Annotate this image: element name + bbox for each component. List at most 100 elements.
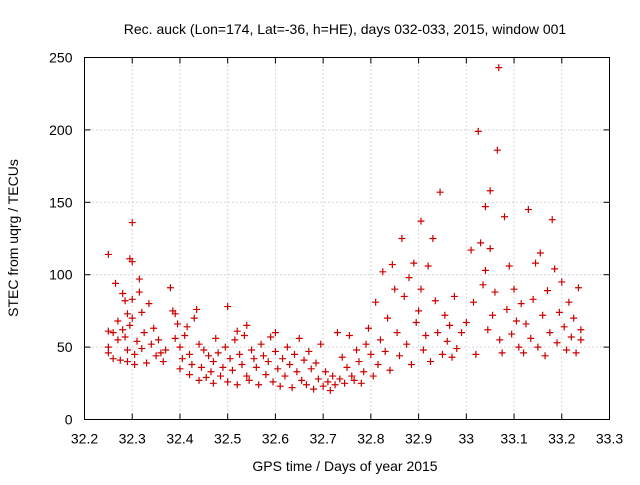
data-point-marker bbox=[553, 339, 561, 347]
data-point-marker bbox=[534, 343, 542, 351]
data-point-marker bbox=[503, 305, 511, 313]
data-point-marker bbox=[176, 343, 184, 351]
data-point-marker bbox=[453, 345, 461, 353]
data-point-marker bbox=[217, 372, 225, 380]
data-point-marker bbox=[427, 358, 435, 366]
data-point-marker bbox=[262, 371, 270, 379]
data-point-marker bbox=[458, 329, 466, 337]
data-point-marker bbox=[302, 381, 310, 389]
data-point-marker bbox=[350, 376, 358, 384]
data-point-marker bbox=[345, 332, 353, 340]
data-point-marker bbox=[283, 343, 291, 351]
data-point-marker bbox=[398, 235, 406, 242]
data-point-marker bbox=[128, 314, 136, 322]
data-point-marker bbox=[567, 333, 575, 341]
data-point-marker bbox=[474, 127, 482, 135]
data-point-marker bbox=[186, 371, 193, 379]
data-point-marker bbox=[548, 216, 556, 224]
data-point-marker bbox=[162, 346, 170, 354]
data-point-marker bbox=[539, 311, 547, 319]
data-point-marker bbox=[114, 317, 122, 325]
data-point-marker bbox=[338, 353, 346, 361]
data-point-marker bbox=[379, 268, 387, 276]
data-point-marker bbox=[121, 297, 129, 305]
data-point-marker bbox=[200, 346, 208, 354]
x-tick-label: 32.4 bbox=[166, 431, 193, 447]
data-point-marker bbox=[233, 327, 241, 335]
data-point-marker bbox=[407, 360, 415, 368]
data-point-marker bbox=[317, 340, 325, 348]
data-point-marker bbox=[269, 378, 277, 386]
data-point-marker bbox=[429, 235, 437, 242]
data-point-marker bbox=[250, 355, 258, 363]
data-point-marker bbox=[369, 372, 377, 380]
data-point-marker bbox=[384, 314, 392, 322]
data-point-marker bbox=[310, 385, 318, 393]
data-point-marker bbox=[388, 261, 396, 269]
data-point-marker bbox=[403, 340, 411, 348]
x-axis-label: GPS time / Days of year 2015 bbox=[252, 458, 437, 474]
data-point-marker bbox=[486, 187, 494, 195]
data-point-marker bbox=[286, 360, 294, 368]
data-point-marker bbox=[281, 372, 289, 380]
data-point-marker bbox=[255, 381, 263, 389]
data-point-marker bbox=[128, 258, 136, 266]
data-point-marker bbox=[357, 379, 365, 387]
data-point-marker bbox=[212, 334, 220, 342]
data-point-marker bbox=[374, 360, 382, 368]
data-point-marker bbox=[131, 350, 139, 358]
data-point-marker bbox=[326, 387, 334, 395]
data-point-marker bbox=[551, 265, 559, 273]
data-point-marker bbox=[314, 375, 322, 383]
data-point-marker bbox=[415, 307, 423, 315]
data-point-marker bbox=[123, 358, 131, 366]
data-point-marker bbox=[298, 376, 306, 384]
data-point-marker bbox=[543, 287, 551, 295]
data-point-marker bbox=[393, 329, 401, 337]
data-point-marker bbox=[536, 249, 544, 257]
data-point-marker bbox=[202, 374, 210, 382]
data-point-marker bbox=[221, 343, 229, 351]
data-point-marker bbox=[152, 352, 160, 360]
data-point-marker bbox=[174, 320, 182, 328]
data-point-marker bbox=[386, 366, 394, 374]
data-point-marker bbox=[157, 349, 165, 357]
data-point-marker bbox=[405, 274, 413, 282]
data-point-marker bbox=[104, 349, 112, 357]
data-point-marker bbox=[138, 308, 146, 316]
data-point-marker bbox=[319, 382, 327, 390]
data-point-marker bbox=[546, 329, 554, 337]
data-point-marker bbox=[226, 355, 234, 363]
data-point-marker bbox=[305, 347, 313, 355]
data-point-marker bbox=[291, 350, 298, 358]
data-point-marker bbox=[104, 327, 112, 335]
y-tick-label: 250 bbox=[49, 50, 73, 66]
data-point-marker bbox=[431, 297, 439, 305]
data-point-marker bbox=[236, 350, 244, 358]
chart-title: Rec. auck (Lon=174, Lat=-36, h=HE), days… bbox=[124, 21, 567, 37]
data-point-marker bbox=[128, 295, 136, 303]
data-point-marker bbox=[367, 350, 375, 358]
data-point-marker bbox=[372, 298, 380, 306]
data-point-marker bbox=[143, 359, 151, 367]
data-point-marker bbox=[104, 250, 112, 258]
x-tick-label: 32.2 bbox=[71, 431, 98, 447]
data-point-marker bbox=[307, 365, 315, 373]
data-point-marker bbox=[264, 358, 272, 366]
data-point-marker bbox=[563, 346, 571, 354]
data-point-marker bbox=[441, 311, 449, 319]
data-point-marker bbox=[193, 305, 201, 313]
x-tick-label: 32.7 bbox=[310, 431, 337, 447]
data-point-marker bbox=[555, 308, 563, 316]
data-point-marker bbox=[295, 334, 303, 342]
data-point-marker bbox=[205, 352, 213, 360]
data-point-marker bbox=[364, 324, 372, 332]
data-point-marker bbox=[505, 262, 513, 270]
data-point-marker bbox=[472, 350, 480, 358]
data-point-marker bbox=[450, 292, 458, 300]
data-point-marker bbox=[419, 346, 427, 354]
data-point-marker bbox=[396, 352, 403, 360]
data-point-marker bbox=[527, 334, 535, 342]
data-point-marker bbox=[159, 358, 167, 366]
